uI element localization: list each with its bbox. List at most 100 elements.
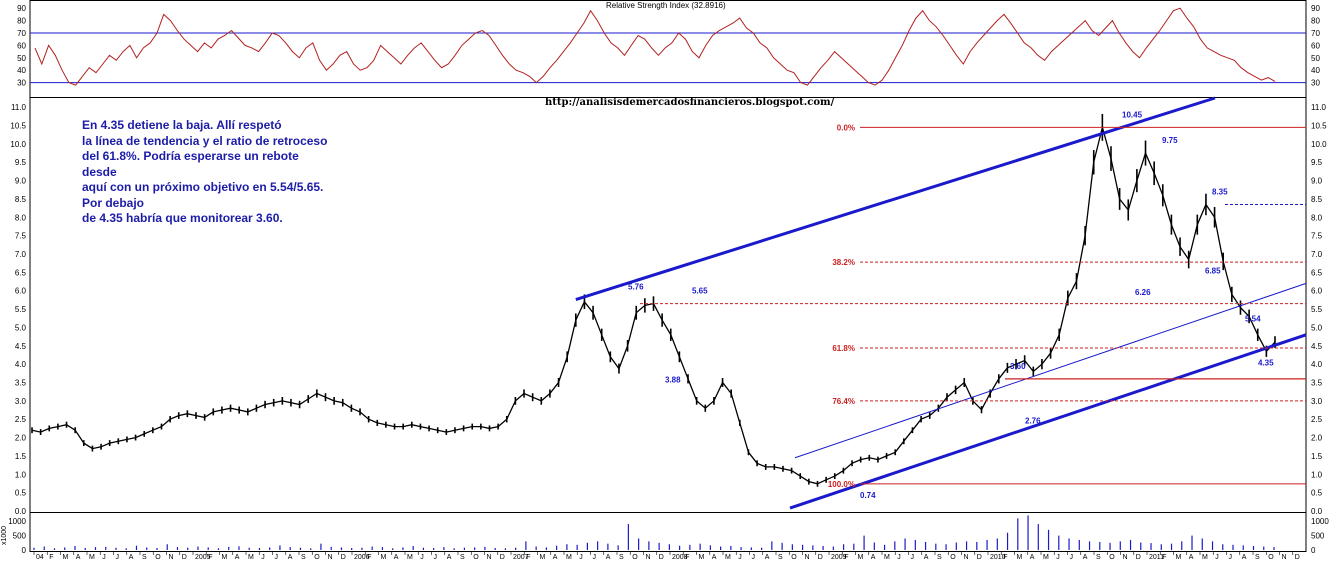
time-label: O: [473, 554, 479, 561]
price-tick-left: 5.0: [15, 323, 27, 332]
price-tick-left: 10.0: [10, 140, 26, 149]
volume-tick-left: 1000: [8, 517, 26, 526]
time-label: D: [1136, 554, 1141, 561]
price-tick-right: 8.5: [1311, 195, 1323, 204]
price-tick-right: 6.0: [1311, 287, 1323, 296]
rsi-tick-right: 40: [1311, 66, 1320, 75]
time-label: F: [526, 554, 530, 561]
price-tick-left: 4.0: [15, 360, 27, 369]
time-label: J: [1070, 554, 1074, 561]
time-label: M: [699, 554, 705, 561]
time-label: F: [1003, 554, 1007, 561]
price-tick-right: 3.0: [1311, 397, 1323, 406]
price-tick-left: 2.0: [15, 434, 27, 443]
time-label: M: [725, 554, 731, 561]
price-tick-left: 7.0: [15, 250, 27, 259]
fib-label: 61.8%: [832, 344, 855, 353]
time-label: N: [1123, 554, 1128, 561]
price-tick-right: 1.5: [1311, 452, 1323, 461]
price-tick-right: 6.5: [1311, 268, 1323, 277]
time-label: M: [248, 554, 254, 561]
time-label: M: [381, 554, 387, 561]
price-point-label: 6.85: [1205, 267, 1221, 276]
mid-trend-line: [794, 282, 1307, 459]
price-tick-right: 2.5: [1311, 415, 1323, 424]
time-label: M: [407, 554, 413, 561]
price-tick-right: 9.5: [1311, 158, 1323, 167]
time-label: M: [1202, 554, 1208, 561]
time-label: J: [1215, 554, 1219, 561]
time-label: S: [1255, 554, 1260, 561]
fib-label: 100.0%: [828, 480, 855, 489]
rsi-line: [34, 7, 1276, 86]
rsi-tick-left: 60: [17, 41, 26, 50]
price-tick-left: 5.5: [15, 305, 27, 314]
time-label: D: [1295, 554, 1300, 561]
time-label: 2010: [990, 554, 1006, 561]
time-label: 2005: [195, 554, 211, 561]
time-label: M: [1043, 554, 1049, 561]
time-label: S: [778, 554, 783, 561]
price-tick-right: 0.0: [1311, 507, 1323, 516]
time-label: O: [155, 554, 161, 561]
price-tick-left: 6.0: [15, 287, 27, 296]
time-label: F: [367, 554, 371, 561]
rsi-tick-right: 80: [1311, 17, 1320, 26]
time-label: A: [76, 554, 81, 561]
time-label: J: [1229, 554, 1233, 561]
rsi-title: Relative Strength Index (32.8916): [606, 1, 726, 10]
time-label: J: [738, 554, 742, 561]
price-point-label: 2.76: [1025, 417, 1041, 426]
fib-label: 0.0%: [837, 123, 855, 132]
rsi-tick-right: 30: [1311, 79, 1320, 88]
time-label: A: [924, 554, 929, 561]
price-point-label: 10.45: [1122, 110, 1143, 119]
volume-tick-right: 500: [1311, 532, 1325, 541]
price-tick-right: 10.5: [1311, 122, 1327, 131]
price-point-label: 0.74: [860, 491, 876, 500]
price-point-label: 9.75: [1162, 136, 1178, 145]
time-label: J: [116, 554, 120, 561]
rsi-tick-left: 30: [17, 79, 26, 88]
volume-unit: x1000: [1, 526, 8, 545]
price-point-label: 4.35: [1258, 358, 1274, 367]
time-label: D: [341, 554, 346, 561]
time-label: M: [222, 554, 228, 561]
time-label: A: [1030, 554, 1035, 561]
time-label: D: [659, 554, 664, 561]
volume-tick-right: 0: [1311, 546, 1316, 555]
volume-tick-left: 500: [13, 532, 27, 541]
time-label: 2007: [513, 554, 529, 561]
price-tick-left: 6.5: [15, 268, 27, 277]
price-tick-right: 4.5: [1311, 342, 1323, 351]
time-label: J: [261, 554, 265, 561]
volume-tick-left: 0: [22, 546, 27, 555]
time-label: M: [858, 554, 864, 561]
time-label: O: [1268, 554, 1274, 561]
price-tick-right: 7.5: [1311, 232, 1323, 241]
time-label: J: [1056, 554, 1060, 561]
time-label: J: [579, 554, 583, 561]
price-tick-right: 11.0: [1311, 103, 1327, 112]
price-point-label: 6.26: [1135, 288, 1151, 297]
price-tick-right: 0.5: [1311, 489, 1323, 498]
time-label: F: [49, 554, 53, 561]
rsi-tick-right: 60: [1311, 41, 1320, 50]
rsi-tick-left: 80: [17, 17, 26, 26]
price-tick-left: 8.0: [15, 213, 27, 222]
price-tick-left: 4.5: [15, 342, 27, 351]
time-label: 2008: [672, 554, 688, 561]
price-tick-right: 1.0: [1311, 470, 1323, 479]
time-label: M: [884, 554, 890, 561]
time-label: M: [63, 554, 69, 561]
time-label: N: [805, 554, 810, 561]
price-tick-right: 3.5: [1311, 379, 1323, 388]
time-label: M: [540, 554, 546, 561]
time-label: J: [897, 554, 901, 561]
blog-url[interactable]: http://analisisdemercadosfinancieros.blo…: [545, 97, 835, 108]
time-label: J: [420, 554, 424, 561]
time-label: N: [646, 554, 651, 561]
price-tick-right: 9.0: [1311, 177, 1323, 186]
time-label: A: [553, 554, 558, 561]
time-label: J: [275, 554, 279, 561]
